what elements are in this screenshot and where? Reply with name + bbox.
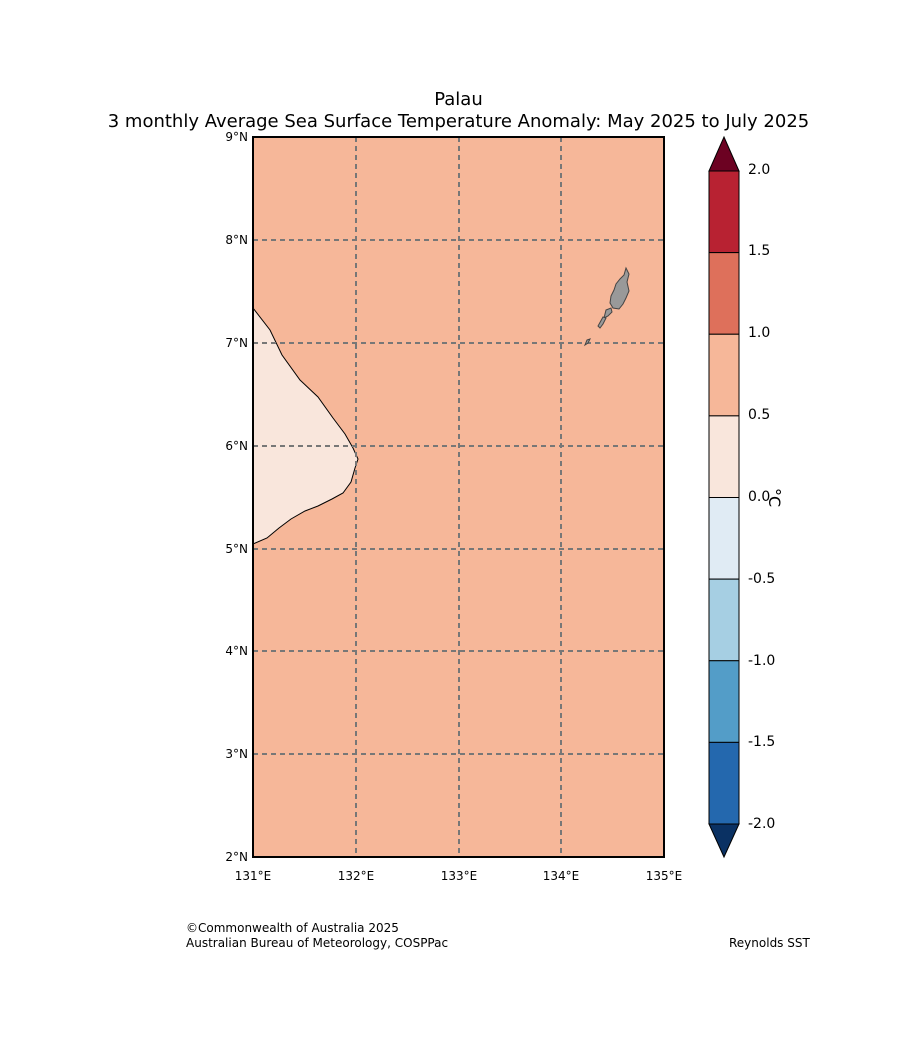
map-frame bbox=[252, 136, 665, 858]
west-anomaly-region bbox=[252, 306, 359, 545]
lat-tick-label: 7°N bbox=[225, 336, 248, 350]
agency-text: Australian Bureau of Meteorology, COSPPa… bbox=[186, 936, 449, 950]
lat-tick-label: 8°N bbox=[225, 233, 248, 247]
colorbar-segment bbox=[708, 497, 740, 580]
lon-tick-label: 134°E bbox=[542, 869, 580, 883]
colorbar-segment bbox=[708, 170, 740, 254]
colorbar-segment bbox=[708, 741, 740, 825]
lat-tick-label: 4°N bbox=[225, 644, 248, 658]
colorbar-unit-label: °C bbox=[765, 488, 784, 508]
colorbar-tick-label: 1.0 bbox=[748, 325, 771, 341]
colorbar-tick-label: 1.5 bbox=[748, 243, 771, 259]
lon-tick-label: 132°E bbox=[337, 869, 375, 883]
colorbar-segment bbox=[708, 578, 740, 662]
lat-tick-label: 5°N bbox=[225, 542, 248, 556]
lat-tick-label: 3°N bbox=[225, 747, 248, 761]
palau-islands bbox=[583, 266, 630, 347]
lon-tick-label: 131°E bbox=[234, 869, 272, 883]
lat-tick-label: 2°N bbox=[225, 850, 248, 864]
lon-tick-label: 133°E bbox=[440, 869, 478, 883]
colorbar-tick-label: -2.0 bbox=[748, 816, 776, 832]
map-title: Palau bbox=[434, 89, 483, 110]
colorbar-tick-label: 2.0 bbox=[748, 162, 771, 178]
colorbar-segment bbox=[708, 252, 740, 335]
colorbar-segment bbox=[708, 660, 740, 743]
colorbar-tick-label: -1.5 bbox=[748, 734, 776, 750]
lat-tick-label: 6°N bbox=[225, 439, 248, 453]
copyright-text: ©Commonwealth of Australia 2025 bbox=[186, 921, 399, 935]
lat-tick-label: 9°N bbox=[225, 130, 248, 144]
graticule bbox=[253, 137, 664, 857]
colorbar-segment bbox=[708, 333, 740, 417]
colorbar-tick-label: 0.5 bbox=[748, 407, 771, 423]
colorbar-tick-label: -0.5 bbox=[748, 571, 776, 587]
colorbar-extend-bottom bbox=[708, 823, 740, 859]
lon-tick-label: 135°E bbox=[645, 869, 683, 883]
map-subtitle: 3 monthly Average Sea Surface Temperatur… bbox=[107, 111, 810, 132]
data-source-text: Reynolds SST bbox=[729, 936, 810, 950]
footer-credits: ©Commonwealth of Australia 2025 Australi… bbox=[186, 921, 448, 951]
colorbar-frame bbox=[708, 170, 740, 825]
colorbar-tick-label: 0.0 bbox=[748, 489, 771, 505]
colorbar-extend-top bbox=[708, 135, 740, 172]
colorbar-tick-label: -1.0 bbox=[748, 653, 776, 669]
colorbar bbox=[708, 170, 740, 825]
colorbar-segment bbox=[708, 415, 740, 498]
